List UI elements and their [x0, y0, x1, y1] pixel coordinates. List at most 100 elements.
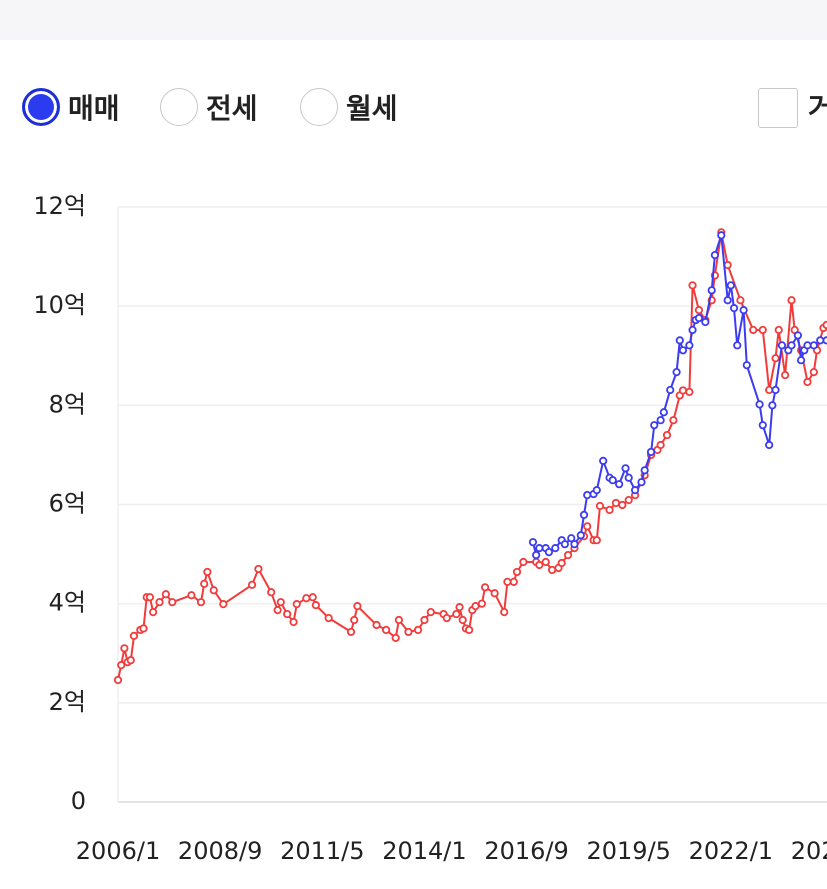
point — [688, 281, 697, 290]
point — [611, 498, 621, 508]
point — [809, 341, 818, 350]
checkbox-label[interactable]: 거 — [808, 91, 827, 124]
point — [302, 594, 311, 603]
point — [455, 603, 464, 612]
y-tick-label: 6억 — [49, 490, 86, 518]
point — [413, 625, 423, 635]
point — [646, 447, 656, 457]
point — [787, 296, 796, 305]
y-tick-label: 8억 — [49, 390, 86, 418]
point — [669, 416, 678, 425]
point — [560, 540, 569, 549]
point — [557, 558, 566, 568]
point — [615, 480, 624, 489]
point — [579, 510, 589, 520]
point — [372, 620, 381, 630]
point — [404, 627, 413, 637]
x-tick-label: 2016/9 — [484, 837, 568, 865]
point — [203, 567, 212, 577]
y-tick-label: 12억 — [33, 192, 86, 220]
point — [311, 601, 321, 610]
point — [755, 400, 764, 409]
point — [672, 368, 681, 377]
radio[interactable]: 매매 — [22, 84, 120, 130]
point — [551, 544, 560, 553]
point — [382, 625, 391, 635]
point — [519, 557, 528, 567]
top-bar — [0, 0, 827, 40]
x-tick-label: 2011/5 — [280, 837, 364, 865]
point — [458, 615, 467, 625]
point — [729, 304, 739, 313]
point — [678, 386, 688, 395]
point — [209, 586, 218, 595]
radio-dot[interactable] — [160, 88, 198, 126]
point — [777, 341, 787, 350]
point — [276, 598, 285, 607]
point — [583, 490, 592, 500]
point — [254, 564, 263, 574]
point — [688, 325, 697, 335]
point — [324, 613, 333, 623]
point — [659, 408, 668, 417]
checkbox[interactable] — [758, 88, 798, 128]
point — [624, 473, 633, 482]
x-tick-label: 2006/1 — [76, 837, 160, 865]
point — [528, 538, 538, 547]
radio-label[interactable]: 월세 — [346, 92, 398, 125]
radio-dot[interactable] — [22, 88, 60, 126]
point — [247, 580, 257, 589]
point — [796, 356, 806, 365]
point — [678, 346, 688, 355]
point — [544, 547, 554, 557]
x-tick-label: 2022/1 — [689, 837, 773, 865]
point — [350, 615, 359, 625]
point — [129, 631, 139, 640]
point — [803, 377, 812, 387]
radio[interactable]: 월세 — [300, 84, 398, 130]
point — [605, 505, 614, 515]
point — [113, 675, 123, 685]
y-tick-label: 0 — [71, 787, 86, 815]
point — [576, 531, 585, 540]
point — [608, 476, 617, 485]
point — [219, 600, 228, 609]
point — [353, 602, 362, 611]
point — [292, 600, 301, 609]
point — [710, 250, 719, 260]
point — [736, 296, 745, 305]
point — [822, 336, 827, 345]
point — [120, 644, 129, 653]
point — [420, 615, 429, 625]
point — [145, 593, 155, 602]
point — [512, 567, 522, 577]
point — [196, 598, 206, 607]
point — [637, 478, 646, 487]
point — [656, 416, 665, 425]
point — [477, 599, 486, 608]
x-tick-label: 2024/9 — [791, 837, 827, 865]
point — [161, 590, 170, 599]
point — [599, 456, 608, 465]
point — [694, 306, 704, 315]
point — [765, 385, 774, 395]
radio[interactable]: 전세 — [160, 84, 258, 130]
point — [717, 231, 726, 240]
point — [793, 331, 802, 340]
point — [592, 486, 601, 495]
point — [650, 421, 659, 430]
radio-label[interactable]: 매매 — [68, 92, 120, 125]
point — [465, 625, 474, 635]
point — [624, 495, 633, 505]
point — [503, 577, 512, 586]
point — [541, 557, 550, 567]
point — [771, 354, 780, 363]
x-tick-label: 2008/9 — [178, 837, 262, 865]
radio-label[interactable]: 전세 — [206, 92, 258, 125]
radio-dot[interactable] — [300, 88, 338, 126]
point — [535, 544, 544, 553]
point — [739, 306, 748, 315]
point — [592, 536, 601, 545]
x-tick-label: 2014/1 — [382, 837, 466, 865]
